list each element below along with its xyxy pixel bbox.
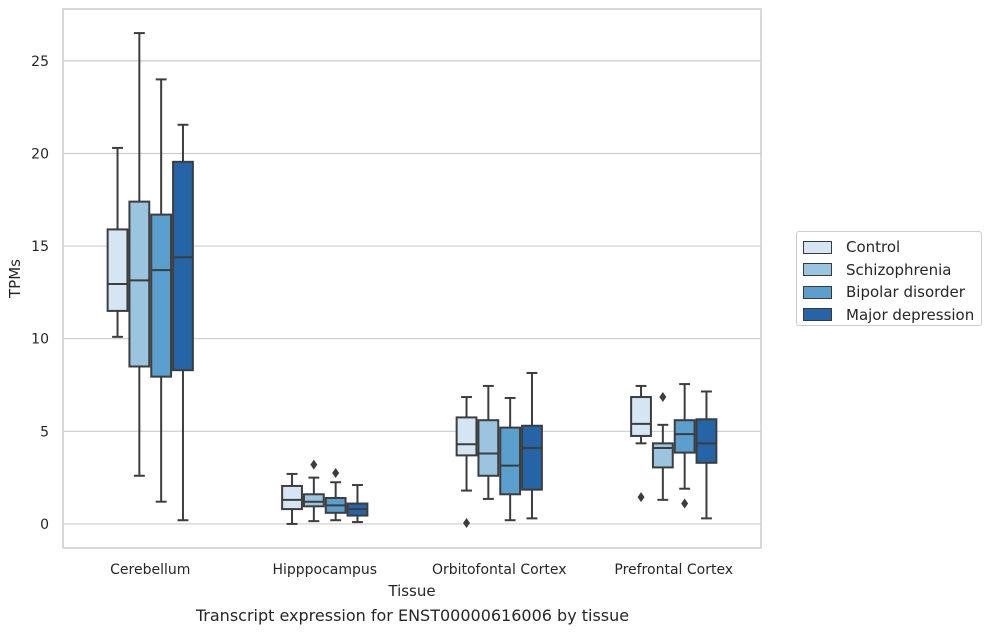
legend-swatch [803, 308, 832, 322]
legend-item: Control [803, 236, 981, 259]
legend-item: Schizophrenia [803, 259, 981, 282]
box-iqr [499, 426, 522, 496]
box-major-depression [695, 390, 718, 520]
y-axis-label: TPMs [6, 259, 24, 299]
box-iqr [651, 442, 674, 469]
outlier-point [637, 492, 645, 503]
box-iqr [630, 396, 652, 437]
box-iqr [172, 160, 194, 372]
outlier-point [659, 392, 667, 403]
box-iqr [521, 424, 543, 491]
box-iqr [302, 493, 325, 508]
box-schizophrenia [651, 392, 674, 501]
outlier-point [463, 517, 471, 528]
x-tick-label: Hipppocampus [272, 562, 377, 578]
legend-label: Control [846, 238, 901, 257]
box-control [455, 396, 478, 528]
legend-swatch [803, 240, 832, 254]
outlier-point [681, 498, 689, 509]
legend: Control Schizophrenia Bipolar disorder Majo… [796, 231, 982, 326]
box-bipolar-disorder [499, 396, 522, 522]
box-schizophrenia [302, 459, 325, 523]
x-tick-label: Prefrontal Cortex [614, 562, 733, 578]
box-control [281, 472, 303, 525]
box-bipolar-disorder [150, 78, 173, 503]
box-iqr [455, 416, 478, 457]
outlier-point [332, 467, 340, 478]
box-iqr [673, 419, 696, 454]
legend-swatch [803, 263, 832, 277]
x-tick-label: Cerebellum [110, 562, 190, 578]
box-bipolar-disorder [324, 467, 347, 522]
legend-item: Major depression [803, 304, 981, 327]
x-tick-labels: Cerebellum Hipppocampus Orbitofontal Corte… [110, 562, 733, 578]
box-iqr [150, 213, 173, 378]
y-tick-label: 0 [40, 517, 49, 533]
legend-label: Schizophrenia [846, 260, 952, 279]
legend-label: Major depression [846, 305, 975, 324]
box-iqr [128, 200, 151, 368]
y-tick-label: 10 [31, 332, 49, 348]
box-bipolar-disorder [673, 383, 696, 509]
box-control [630, 384, 652, 503]
plot-frame [62, 8, 762, 549]
y-tick-label: 5 [40, 424, 49, 440]
y-tick-labels: 0 5 10 15 20 25 [31, 54, 49, 533]
x-axis-label: Tissue [387, 582, 435, 600]
x-tick-label: Orbitofontal Cortex [432, 562, 567, 578]
y-tick-label: 20 [31, 146, 49, 162]
box-iqr [477, 419, 500, 477]
box-control [106, 146, 129, 338]
outlier-point [310, 459, 318, 470]
box-major-depression [521, 371, 543, 520]
box-schizophrenia [128, 32, 151, 477]
box-major-depression [346, 484, 369, 524]
y-tick-label: 15 [31, 239, 49, 255]
box-iqr [281, 484, 303, 511]
chart-caption: Transcript expression for ENST0000061600… [195, 606, 630, 625]
legend-swatch [803, 285, 832, 299]
y-tick-label: 25 [31, 54, 49, 70]
box-iqr [695, 418, 718, 464]
box-major-depression [172, 123, 194, 522]
box-layer [106, 32, 718, 528]
box-iqr [106, 228, 129, 312]
box-schizophrenia [477, 384, 500, 500]
legend-item: Bipolar disorder [803, 281, 981, 304]
legend-label: Bipolar disorder [846, 283, 965, 302]
